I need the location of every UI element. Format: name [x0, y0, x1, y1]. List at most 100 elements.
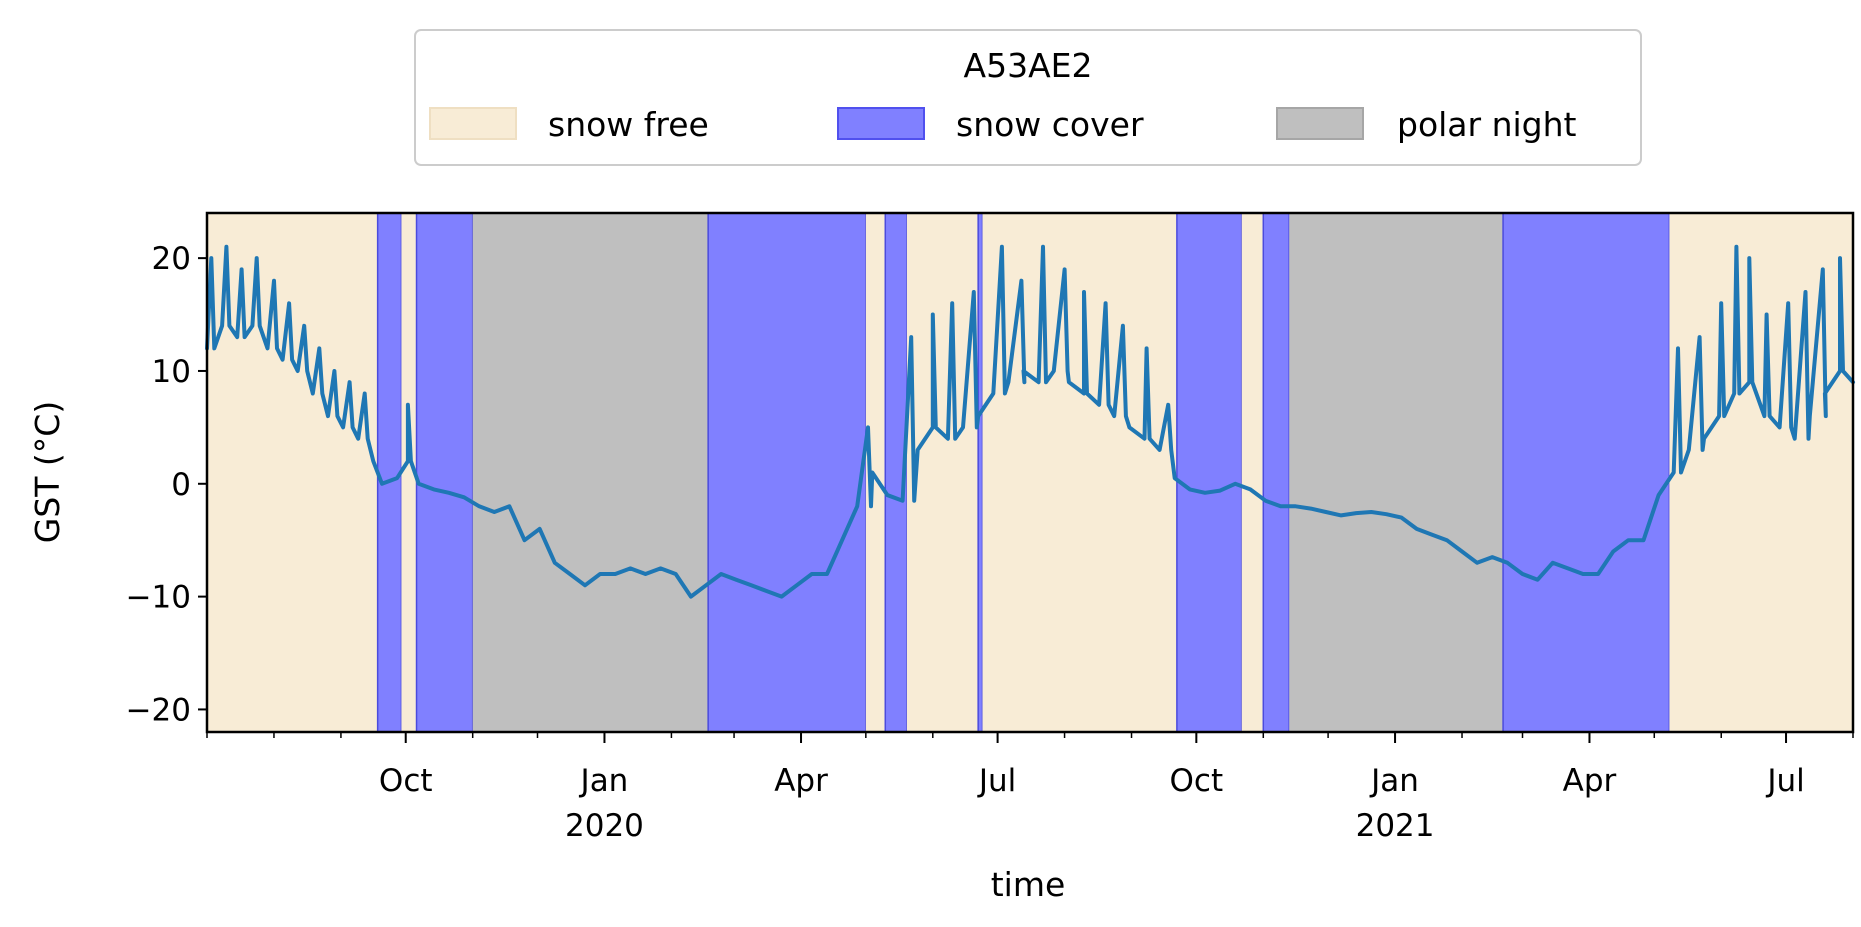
data-point: [266, 347, 269, 350]
data-point: [523, 538, 526, 542]
data-point: [1475, 561, 1479, 564]
data-point: [380, 482, 384, 485]
x-axis-label: time: [991, 865, 1066, 904]
data-point: [1778, 426, 1781, 429]
data-point: [417, 482, 420, 485]
data-point: [1324, 510, 1328, 514]
data-point: [855, 505, 859, 508]
period-band-snow-free: [906, 213, 979, 732]
data-point: [447, 491, 451, 495]
x-tick-label: Jan: [1369, 763, 1419, 799]
period-band-snow-cover: [977, 212, 984, 733]
y-tick-label: −20: [126, 692, 191, 728]
data-point: [1188, 488, 1192, 491]
legend-label-polar-night: polar night: [1397, 105, 1577, 144]
period-band-snow-cover: [707, 212, 867, 733]
data-point: [508, 505, 511, 508]
data-point: [1173, 476, 1176, 480]
x-tick-label: Oct: [379, 763, 433, 799]
data-point: [629, 567, 632, 570]
data-point: [719, 572, 723, 576]
data-point: [1491, 555, 1494, 559]
data-point: [931, 426, 934, 429]
period-bands: [207, 212, 1853, 733]
data-point: [1082, 392, 1086, 395]
period-band-snow-cover: [1262, 212, 1290, 733]
data-point: [1748, 381, 1751, 384]
data-point: [1203, 491, 1207, 495]
x-tick-label: Apr: [1563, 763, 1617, 799]
y-tick-label: 10: [152, 354, 191, 390]
y-axis-label: GST (°C): [28, 401, 67, 543]
data-point: [1732, 392, 1736, 395]
data-point: [432, 488, 436, 491]
data-point: [311, 392, 315, 395]
data-point: [1158, 448, 1161, 452]
data-point: [553, 561, 556, 564]
data-point: [1007, 381, 1010, 384]
data-point: [1536, 578, 1539, 581]
x-tick-label: Jul: [1765, 763, 1804, 799]
data-point: [395, 476, 399, 480]
data-point: [1400, 516, 1403, 519]
x-tick-label: Jan: [579, 763, 629, 799]
data-point: [1793, 437, 1796, 440]
data-point: [795, 584, 798, 587]
data-point: [1687, 448, 1691, 452]
period-band-snow-free: [982, 213, 1177, 732]
data-point: [493, 510, 496, 514]
data-point: [916, 448, 919, 452]
data-point: [1717, 414, 1721, 418]
data-point: [1234, 482, 1237, 485]
data-point: [735, 578, 738, 581]
data-point: [644, 572, 647, 576]
y-axis: −20 −10 0 10 20: [126, 241, 207, 728]
data-point: [1249, 488, 1252, 491]
data-point: [1385, 513, 1388, 516]
legend-label-snow-cover: snow cover: [956, 105, 1144, 144]
period-band-snow-cover: [1176, 212, 1243, 733]
data-point: [1143, 437, 1146, 440]
period-band-snow-free: [401, 213, 417, 732]
data-point: [1067, 381, 1071, 384]
period-band-snow-cover: [415, 212, 474, 733]
data-point: [765, 589, 768, 593]
y-tick-label: −10: [126, 580, 191, 616]
data-point: [1460, 550, 1464, 553]
legend-title: A53AE2: [964, 46, 1093, 85]
x-tick-year-label: 2020: [565, 808, 644, 844]
legend: A53AE2 snow free snow cover polar night: [414, 29, 1642, 166]
data-point: [840, 538, 844, 542]
data-point: [1551, 561, 1554, 564]
data-point: [659, 567, 662, 570]
series-line: [205, 244, 1855, 599]
data-point: [406, 460, 410, 463]
data-point: [357, 437, 360, 440]
period-band-polar-night: [472, 213, 709, 732]
data-point: [946, 437, 950, 440]
data-point: [750, 584, 753, 587]
data-point: [976, 414, 980, 418]
data-point: [780, 595, 783, 598]
data-point: [251, 324, 254, 328]
data-point: [1642, 538, 1645, 542]
data-point: [1838, 369, 1842, 373]
data-point: [614, 572, 617, 576]
data-point: [992, 392, 995, 395]
data-point: [1627, 538, 1630, 542]
data-point: [810, 572, 814, 576]
data-point: [1672, 471, 1675, 474]
period-band-snow-free: [1241, 213, 1264, 732]
data-point: [1370, 510, 1373, 514]
data-point: [674, 572, 677, 576]
data-point: [825, 572, 829, 576]
data-point: [1612, 550, 1615, 553]
data-point: [538, 527, 541, 531]
data-point: [281, 358, 284, 361]
data-point: [477, 505, 481, 508]
x-tick-label: Oct: [1170, 763, 1224, 799]
data-point: [1354, 511, 1358, 515]
data-point: [1097, 403, 1101, 407]
data-point: [1309, 507, 1313, 510]
data-point: [1566, 567, 1570, 570]
